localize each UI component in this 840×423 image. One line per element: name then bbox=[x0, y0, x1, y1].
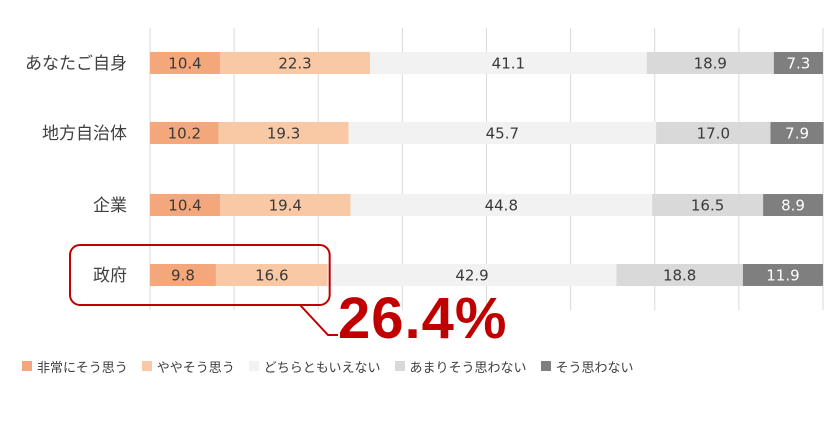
category-label: 政府 bbox=[93, 266, 127, 286]
data-label: 10.2 bbox=[168, 125, 201, 143]
legend-swatch bbox=[248, 361, 259, 371]
bar-segment bbox=[652, 194, 764, 216]
bar-segment bbox=[646, 52, 774, 74]
data-label: 16.6 bbox=[255, 267, 288, 285]
legend-item: ややそう思う bbox=[141, 357, 235, 376]
bar-segment bbox=[327, 264, 617, 286]
bar-segment bbox=[773, 52, 823, 74]
bar-segment bbox=[219, 52, 371, 74]
bar-segment bbox=[370, 52, 647, 74]
bar-segment bbox=[770, 122, 824, 144]
legend-label: あまりそう思わない bbox=[409, 360, 527, 376]
callout-leader-line bbox=[299, 304, 338, 336]
highlight-box bbox=[69, 244, 331, 306]
data-label: 45.7 bbox=[486, 125, 519, 143]
legend-item: そう思わない bbox=[540, 357, 634, 376]
data-label: 7.3 bbox=[787, 55, 811, 73]
bar-segment bbox=[348, 122, 657, 144]
legend-item: どちらともいえない bbox=[248, 357, 381, 376]
data-label: 18.8 bbox=[663, 267, 696, 285]
category-label: 地方自治体 bbox=[42, 124, 127, 144]
bar-segment bbox=[656, 122, 771, 144]
bar-segment bbox=[616, 264, 743, 286]
legend-item: あまりそう思わない bbox=[394, 357, 527, 376]
legend-label: ややそう思う bbox=[156, 360, 235, 376]
legend-swatch bbox=[141, 361, 152, 371]
category-label: 企業 bbox=[93, 196, 127, 216]
bar-segment bbox=[742, 264, 823, 286]
bar-segment bbox=[150, 264, 216, 286]
data-label: 42.9 bbox=[455, 267, 488, 285]
legend-label: どちらともいえない bbox=[263, 360, 381, 376]
highlight-callout-value: 26.4% bbox=[338, 286, 508, 351]
bar-segment bbox=[763, 194, 823, 216]
legend-swatch bbox=[22, 361, 32, 371]
bar-segment bbox=[150, 194, 220, 216]
legend: 非常にそう思う ややそう思う どちらともいえない あまりそう思わない そう思わない bbox=[22, 355, 648, 377]
legend-item: 非常にそう思う bbox=[22, 357, 128, 376]
bar-segment bbox=[218, 122, 349, 144]
data-label: 8.9 bbox=[781, 197, 805, 215]
data-label: 18.9 bbox=[694, 55, 727, 73]
bar-segment bbox=[219, 194, 351, 216]
data-label: 9.8 bbox=[171, 267, 195, 285]
bar-segment bbox=[350, 194, 653, 216]
data-label: 10.4 bbox=[168, 55, 201, 73]
data-label: 19.4 bbox=[269, 197, 302, 215]
data-label: 19.3 bbox=[267, 125, 300, 143]
bar-segment bbox=[150, 122, 219, 144]
data-label: 11.9 bbox=[766, 267, 799, 285]
category-label: あなたご自身 bbox=[25, 54, 127, 74]
data-label: 17.0 bbox=[697, 125, 730, 143]
bar-segment bbox=[150, 52, 220, 74]
data-label: 16.5 bbox=[691, 197, 724, 215]
legend-swatch bbox=[540, 361, 551, 371]
data-label: 22.3 bbox=[278, 55, 311, 73]
data-label: 10.4 bbox=[168, 197, 201, 215]
data-label: 7.9 bbox=[785, 125, 809, 143]
legend-swatch bbox=[394, 361, 405, 371]
legend-label: 非常にそう思う bbox=[37, 360, 128, 376]
data-label: 44.8 bbox=[485, 197, 518, 215]
data-label: 41.1 bbox=[492, 55, 525, 73]
legend-label: そう思わない bbox=[555, 360, 634, 376]
bar-segment bbox=[215, 264, 328, 286]
